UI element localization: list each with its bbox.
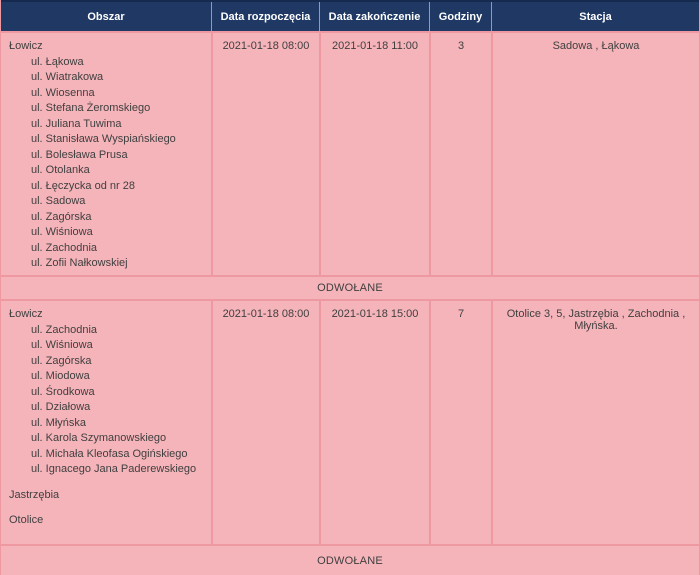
column-header-data-zakonczenie: Data zakończenie (319, 2, 429, 31)
area-cell: Łowicz ul. Zachodnia ul. Wiśniowa ul. Zagór… (1, 301, 211, 544)
street-item: ul. Zagórska (31, 354, 92, 367)
column-header-stacja: Stacja (491, 2, 699, 31)
street-item: ul. Działowa (31, 401, 91, 413)
street-item: ul. Zachodnia (31, 323, 98, 336)
hours-cell: 7 (429, 301, 491, 544)
street-item: ul. Sadowa (31, 195, 86, 207)
area-name: Otolice (9, 514, 44, 526)
hours-cell: 3 (429, 33, 491, 275)
table-header-row: Obszar Data rozpoczęcia Data zakończenie… (1, 0, 699, 33)
status-row-cancelled: ODWOŁANE (1, 275, 699, 301)
end-date-cell: 2021-01-18 15:00 (319, 301, 429, 544)
area-name: Łowicz (9, 308, 43, 320)
street-item: ul. Stefana Żeromskiego (31, 102, 151, 114)
street-item: ul. Bolesława Prusa (31, 148, 128, 161)
street-item: ul. Wiatrakowa (31, 71, 104, 83)
start-date-cell: 2021-01-18 08:00 (211, 301, 319, 544)
street-item: ul. Łąkowa (31, 55, 84, 68)
column-header-obszar: Obszar (87, 10, 125, 23)
table-row: Łowicz ul. Łąkowa ul. Wiatrakowa ul. Wiosen… (1, 33, 699, 275)
end-date-cell: 2021-01-18 11:00 (319, 33, 429, 275)
table-row: Łowicz ul. Zachodnia ul. Wiśniowa ul. Zagór… (1, 301, 699, 544)
street-item: ul. Karola Szymanowskiego (31, 432, 167, 444)
street-item: ul. Łęczycka od nr 28 (31, 179, 135, 192)
column-header-godziny: Godziny (429, 2, 491, 31)
status-row-cancelled: ODWOŁANE (1, 544, 699, 575)
start-date-cell: 2021-01-18 08:00 (211, 33, 319, 275)
street-item: ul. Zagórska (31, 210, 92, 223)
street-item: ul. Otolanka (31, 164, 90, 176)
street-item: ul. Zofii Nałkowskiej (31, 257, 128, 269)
area-name: Łowicz (9, 40, 43, 52)
street-item: ul. Stanisława Wyspiańskiego (31, 133, 176, 145)
street-item: ul. Wiśniowa (31, 226, 93, 238)
street-item: ul. Ignacego Jana Paderewskiego (31, 463, 197, 475)
street-item: ul. Zachodnia (31, 241, 98, 254)
street-item: ul. Środkowa (31, 385, 95, 398)
street-item: ul. Miodowa (31, 370, 90, 382)
street-item: ul. Młyńska (31, 416, 87, 429)
street-item: ul. Juliana Tuwima (31, 117, 122, 130)
station-cell: Otolice 3, 5, Jastrzębia , Zachodnia , M… (491, 301, 699, 544)
column-header-data-rozpoczecia: Data rozpoczęcia (211, 2, 319, 31)
street-item: ul. Wiśniowa (31, 339, 93, 351)
street-item: ul. Michała Kleofasa Ogińskiego (31, 447, 188, 460)
station-cell: Sadowa , Łąkowa (491, 33, 699, 275)
area-cell: Łowicz ul. Łąkowa ul. Wiatrakowa ul. Wiosen… (1, 33, 211, 275)
area-name: Jastrzębia (9, 488, 60, 501)
street-item: ul. Wiosenna (31, 86, 95, 99)
